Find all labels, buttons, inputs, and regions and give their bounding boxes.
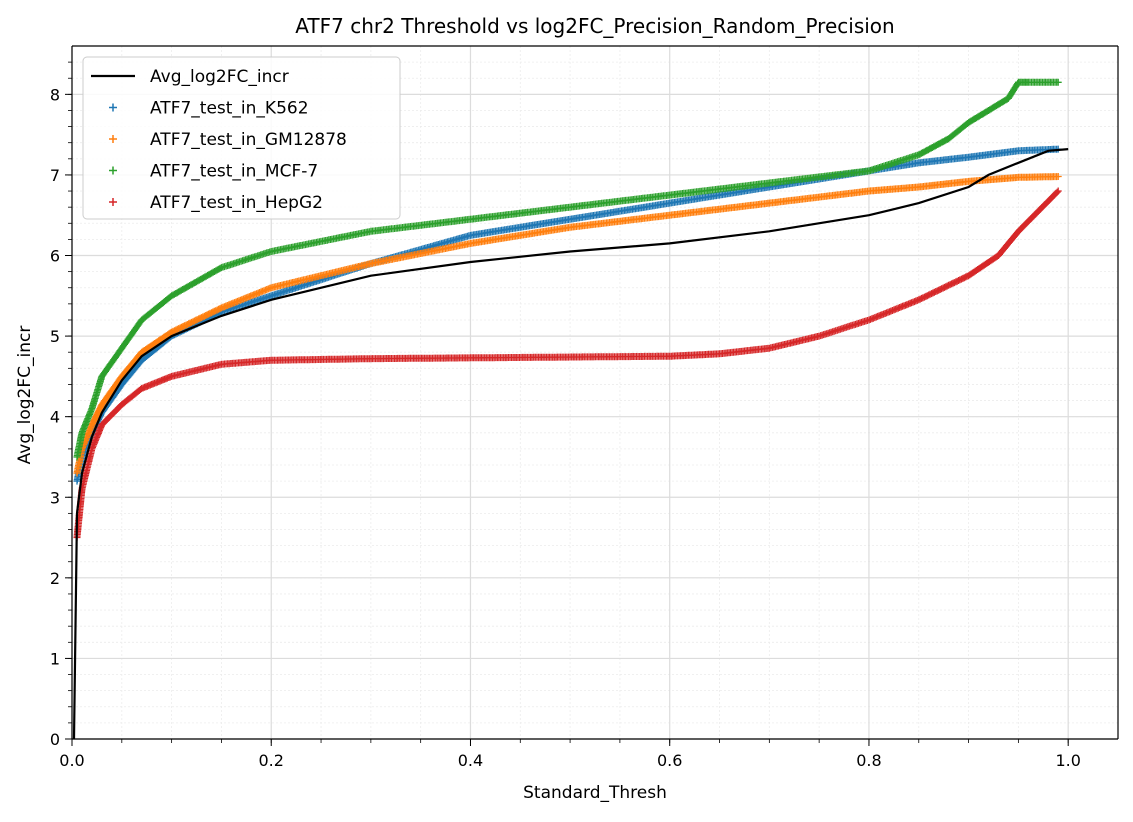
x-tick-label: 0.0 xyxy=(59,751,84,770)
y-axis-label: Avg_log2FC_incr xyxy=(15,326,35,465)
y-tick-label: 4 xyxy=(50,408,60,427)
y-tick-label: 2 xyxy=(50,569,60,588)
legend-entry-label: ATF7_test_in_GM12878 xyxy=(150,130,347,150)
y-tick-label: 3 xyxy=(50,488,60,507)
x-tick-label: 0.4 xyxy=(458,751,483,770)
x-tick-label: 0.6 xyxy=(657,751,682,770)
x-tick-label: 0.2 xyxy=(259,751,284,770)
x-tick-label: 1.0 xyxy=(1055,751,1080,770)
x-tick-label: 0.8 xyxy=(856,751,881,770)
legend-entry-label: Avg_log2FC_incr xyxy=(150,67,289,87)
y-tick-label: 8 xyxy=(50,85,60,104)
y-tick-label: 0 xyxy=(50,730,60,749)
legend: Avg_log2FC_incr ATF7_test_in_K562 ATF7_tes… xyxy=(83,57,400,219)
y-tick-label: 7 xyxy=(50,166,60,185)
chart-title: ATF7 chr2 Threshold vs log2FC_Precision_… xyxy=(295,14,894,38)
x-axis-label: Standard_Thresh xyxy=(523,783,667,803)
y-tick-label: 6 xyxy=(50,247,60,266)
legend-entry-label: ATF7_test_in_K562 xyxy=(150,99,309,119)
legend-entry-label: ATF7_test_in_MCF-7 xyxy=(150,162,318,182)
y-tick-label: 1 xyxy=(50,649,60,668)
y-tick-label: 5 xyxy=(50,327,60,346)
legend-entry-label: ATF7_test_in_HepG2 xyxy=(150,193,323,213)
